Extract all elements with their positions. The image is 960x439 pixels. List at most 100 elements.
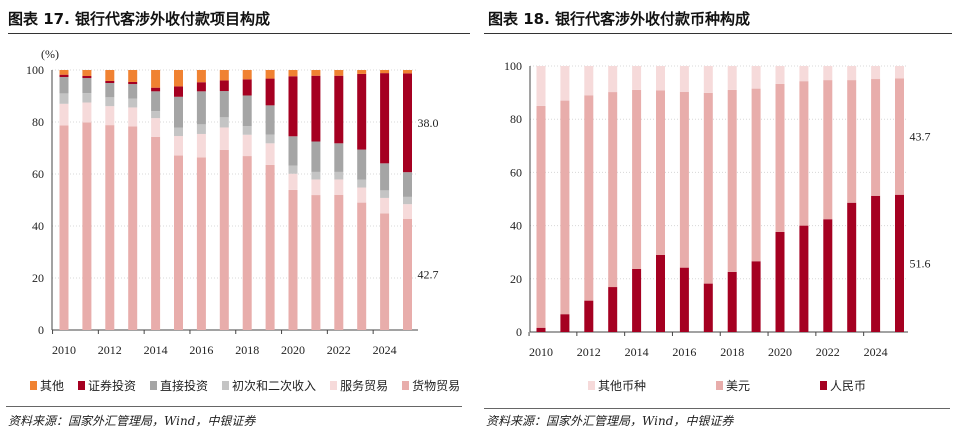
bar-segment: [219, 127, 229, 150]
y-tick-label: 40: [510, 219, 522, 233]
bar-segment: [59, 103, 69, 126]
legend-swatch: [150, 381, 158, 390]
bar-segment: [105, 80, 115, 83]
bar-segment: [59, 125, 69, 330]
bar-segment: [380, 73, 390, 164]
x-tick-label: 2024: [864, 345, 888, 359]
bar-segment: [357, 202, 367, 330]
bar-segment: [751, 88, 761, 262]
bar-segment: [380, 213, 390, 330]
left-panel: 图表 17. 银行代客涉外收付款项目构成 0 20 40 60 80 100 (%) 2010…: [6, 10, 474, 428]
legend-label: 货物贸易: [412, 379, 461, 393]
title-divider: [8, 33, 470, 34]
x-tick-label: 2012: [98, 343, 122, 357]
x-tick-label: 2022: [327, 343, 351, 357]
bar-segment: [403, 204, 412, 219]
y-tick-label: 100: [504, 59, 522, 73]
bar-segment: [311, 141, 321, 172]
bar-segment: [196, 157, 206, 330]
bar-segment: [584, 95, 594, 301]
bar-segment: [357, 179, 367, 188]
bar-segment: [357, 73, 367, 150]
source-note: 资料来源：国家外汇管理局，Wind，中银证券: [486, 414, 734, 428]
y-tick-label: 40: [32, 219, 44, 233]
legend-item: 初次和二次收入: [222, 377, 316, 394]
bar-segment: [608, 92, 618, 288]
legend-item: 服务贸易: [330, 377, 388, 394]
bar-segment: [219, 91, 229, 118]
legend-swatch: [78, 381, 86, 390]
bar-segment: [334, 194, 344, 330]
bar-segment: [128, 84, 138, 99]
bar-segment: [128, 98, 138, 108]
bar-segment: [311, 195, 321, 330]
bar-segment: [288, 165, 298, 174]
bar-segment: [632, 268, 642, 332]
bar-segment: [895, 194, 904, 332]
bar-segment: [82, 78, 92, 94]
bar-segment: [174, 70, 183, 87]
bar-segment: [751, 66, 761, 89]
bar-segment: [288, 136, 298, 166]
bar-segment: [105, 83, 115, 98]
bar-segment: [751, 261, 761, 332]
bar-segment: [727, 89, 737, 272]
bar-segment: [703, 283, 713, 332]
bar-segment: [196, 82, 206, 92]
bar-segment: [242, 126, 252, 135]
legend-swatch: [402, 381, 410, 390]
bar-segment: [334, 143, 344, 172]
legend-item: 人民币: [820, 377, 866, 394]
y-tick-label: 20: [32, 271, 44, 285]
bar-segment: [219, 117, 229, 128]
bar-segment: [151, 70, 161, 88]
bar-segment: [242, 134, 252, 157]
x-tick-label: 2020: [768, 345, 792, 359]
bar-segment: [847, 80, 857, 203]
bar-segment: [82, 70, 92, 76]
legend-swatch: [820, 381, 828, 390]
bar-segment: [403, 196, 412, 205]
legend-label: 证券投资: [88, 379, 137, 393]
bar-segment: [847, 202, 857, 332]
bar-segment: [82, 122, 92, 331]
bar-segment: [403, 172, 412, 197]
data-label: 38.0: [418, 116, 439, 130]
chart-legend: 其他 证券投资 直接投资 初次和二次收入 服务贸易 货物贸易: [30, 377, 474, 394]
bar-segment: [174, 155, 183, 330]
bar-segment: [288, 76, 298, 137]
bar-segment: [174, 127, 183, 137]
x-tick-label: 2018: [235, 343, 259, 357]
bar-segment: [82, 93, 92, 103]
legend-label: 其他: [40, 379, 65, 393]
legend-item: 其他: [30, 377, 64, 394]
y-tick-label: 100: [26, 63, 44, 77]
bar-segment: [219, 70, 229, 81]
bar-segment: [334, 171, 344, 180]
bar-segment: [265, 70, 275, 79]
bar-segment: [823, 219, 833, 332]
data-label: 51.6: [910, 256, 931, 270]
bar-segment: [632, 66, 642, 90]
x-tick-label: 2012: [577, 345, 601, 359]
y-tick-label: 80: [32, 115, 44, 129]
bar-segment: [775, 83, 785, 232]
legend-label: 其他币种: [598, 379, 647, 393]
bar-segment: [560, 100, 570, 315]
bar-segment: [265, 134, 275, 144]
bar-segment: [656, 66, 665, 91]
bar-segment: [895, 78, 904, 195]
bar-segment: [403, 70, 412, 74]
bar-segment: [895, 66, 904, 79]
bar-segment: [151, 91, 161, 112]
bar-segment: [799, 81, 809, 226]
bar-segment: [288, 70, 298, 77]
y-tick-label: 0: [516, 325, 522, 339]
legend-label: 直接投资: [160, 379, 209, 393]
left-chart-title: 图表 17. 银行代客涉外收付款项目构成: [8, 10, 271, 28]
bar-segment: [59, 93, 69, 104]
bar-segment: [151, 87, 161, 92]
bar-segment: [847, 66, 857, 81]
bar-segment: [219, 149, 229, 330]
bar-segment: [775, 231, 785, 332]
